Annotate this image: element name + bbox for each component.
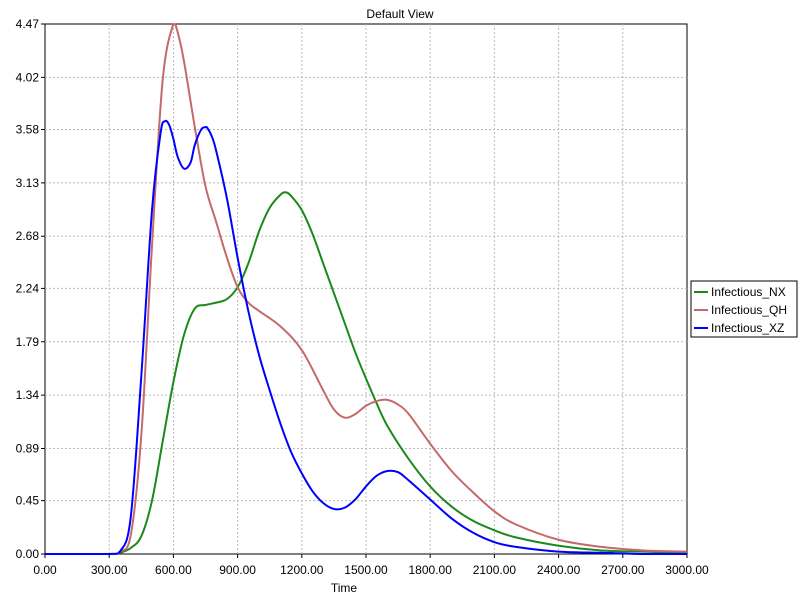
chart-title: Default View bbox=[366, 7, 433, 21]
legend-label: Infectious_XZ bbox=[711, 321, 784, 335]
x-tick-label: 1500.00 bbox=[344, 563, 388, 577]
y-tick-label: 1.34 bbox=[16, 388, 40, 402]
legend-label: Infectious_QH bbox=[711, 303, 787, 317]
x-axis-label: Time bbox=[331, 581, 358, 595]
y-tick-label: 0.45 bbox=[16, 494, 40, 508]
x-tick-label: 1800.00 bbox=[409, 563, 453, 577]
series-line-infectious-nx bbox=[45, 191, 688, 555]
x-tick-label: 0.00 bbox=[33, 563, 57, 577]
x-axis: 0.00 300.00 600.00 900.00 1200.00 1500.00 1800… bbox=[33, 554, 709, 577]
y-tick-label: 3.58 bbox=[16, 123, 40, 137]
series-line-infectious-xz bbox=[45, 119, 687, 555]
grid bbox=[45, 24, 687, 554]
y-tick-label: 0.00 bbox=[16, 547, 40, 561]
legend-label: Infectious_NX bbox=[711, 285, 786, 299]
x-tick-label: 300.00 bbox=[91, 563, 128, 577]
y-tick-label: 2.68 bbox=[16, 229, 40, 243]
y-tick-label: 1.79 bbox=[16, 335, 40, 349]
x-tick-label: 3000.00 bbox=[665, 563, 709, 577]
x-tick-label: 2100.00 bbox=[473, 563, 517, 577]
y-axis: 0.00 0.45 0.89 1.34 1.79 2.24 2.68 3.13 3.58 4.02… bbox=[16, 17, 45, 561]
x-tick-label: 900.00 bbox=[219, 563, 256, 577]
legend: Infectious_NX Infectious_QH Infectious_XZ bbox=[690, 280, 798, 338]
y-tick-label: 4.02 bbox=[16, 70, 40, 84]
x-tick-label: 1200.00 bbox=[280, 563, 324, 577]
x-tick-label: 600.00 bbox=[155, 563, 192, 577]
y-tick-label: 3.13 bbox=[16, 176, 40, 190]
y-tick-label: 4.47 bbox=[16, 17, 40, 31]
y-tick-label: 0.89 bbox=[16, 441, 40, 455]
series-layer bbox=[45, 23, 688, 555]
x-tick-label: 2400.00 bbox=[537, 563, 581, 577]
y-tick-label: 2.24 bbox=[16, 281, 40, 295]
series-line-infectious-qh bbox=[45, 23, 688, 555]
legend-box bbox=[690, 280, 798, 338]
x-tick-label: 2700.00 bbox=[601, 563, 645, 577]
